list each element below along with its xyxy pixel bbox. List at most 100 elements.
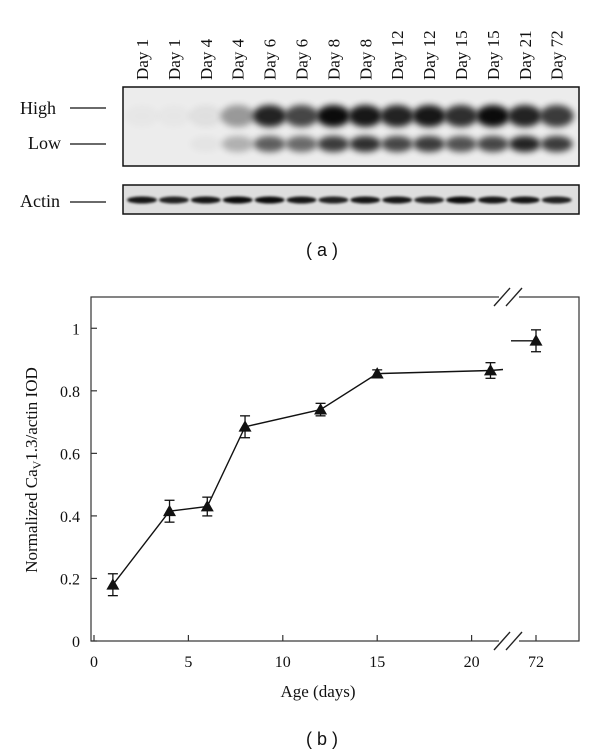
actin-band [190, 196, 221, 204]
blot-band-low [317, 136, 350, 152]
blot-band-low [476, 136, 509, 152]
series-line [112, 368, 504, 586]
data-point-triangle [238, 420, 252, 432]
blot-band-low [413, 136, 446, 152]
x-tick-label: 15 [369, 654, 385, 671]
panel-a: Day 1 Day 1 Day 4 Day 4 Day 6 Day 6 Day 8 Day 8… [20, 30, 580, 260]
y-tick-label: 0.6 [60, 446, 80, 463]
blot-band-high [125, 105, 159, 127]
x-tick-label: 20 [464, 654, 480, 671]
row-label-high: High [20, 98, 56, 118]
x-axis: 0 5 10 15 20 72 [90, 635, 544, 671]
actin-band [382, 196, 413, 204]
blot-band-high [444, 105, 478, 127]
y-tick-label: 0 [72, 634, 80, 651]
blot-band-high [348, 105, 383, 127]
axis-break-mark [505, 631, 523, 651]
blot-band-high [507, 105, 542, 127]
blot-band-high [188, 105, 223, 127]
actin-band [286, 196, 317, 204]
y-tick-label: 0.2 [60, 571, 80, 588]
data-series [106, 329, 543, 597]
lane-label: Day 8 [356, 39, 375, 80]
lane-label: Day 21 [516, 30, 535, 80]
lane-label: Day 15 [484, 30, 503, 80]
axis-break-mark [493, 631, 511, 651]
panel-b: 0 0.2 0.4 0.6 0.8 1 0 5 10 15 20 72 Age (days) Nor… [22, 287, 580, 749]
lane-label: Day 15 [452, 30, 471, 80]
x-axis-label: Age (days) [280, 682, 355, 701]
lane-label: Day 8 [324, 39, 343, 80]
lane-label: Day 12 [420, 30, 439, 80]
blot-band-low [540, 136, 573, 152]
axis-breaks [493, 287, 523, 651]
blot-image [122, 86, 580, 167]
lane-label: Day 1 [133, 39, 152, 80]
blot-bands [125, 105, 574, 152]
actin-band [254, 196, 285, 204]
actin-band [127, 196, 157, 204]
lane-label: Day 4 [229, 38, 248, 80]
lane-label: Day 4 [197, 38, 216, 80]
actin-band [222, 196, 253, 204]
blot-band-low [253, 136, 286, 152]
lane-label: Day 12 [388, 30, 407, 80]
axis-break-gap [499, 638, 519, 644]
blot-band-high [380, 105, 415, 127]
blot-band-high [284, 105, 319, 127]
blot-band-low [445, 136, 477, 152]
axis-break-mark [505, 287, 523, 307]
blot-band-high [316, 105, 351, 127]
y-axis: 0 0.2 0.4 0.6 0.8 1 [60, 321, 97, 651]
actin-band [318, 196, 349, 204]
lane-label: Day 1 [165, 39, 184, 80]
actin-band [414, 196, 445, 204]
actin-band [509, 196, 540, 204]
data-point-triangle [483, 363, 497, 376]
actin-band [158, 196, 189, 204]
data-point-triangle [200, 500, 214, 512]
caption-b: ( b ) [306, 729, 338, 749]
y-tick-label: 0.8 [60, 384, 80, 401]
data-point-triangle [163, 504, 177, 517]
y-tick-label: 0.4 [60, 509, 80, 526]
y-tick-label: 1 [72, 321, 80, 338]
lane-label: Day 72 [548, 30, 567, 80]
data-point-triangle [314, 403, 328, 415]
blot-band-high [252, 105, 287, 127]
x-tick-label: 0 [90, 654, 98, 671]
actin-bands [127, 196, 572, 204]
data-point-triangle [106, 578, 120, 590]
blot-band-low [221, 136, 254, 152]
lane-labels: Day 1 Day 1 Day 4 Day 4 Day 6 Day 6 Day 8 Day 8… [133, 30, 567, 80]
row-label-low: Low [28, 133, 61, 153]
data-point-triangle [529, 334, 543, 346]
blot-band-low [285, 136, 318, 152]
plot-frame [90, 296, 580, 642]
lane-label: Day 6 [293, 39, 312, 80]
blot-band-low [349, 136, 382, 152]
x-tick-label: 10 [275, 654, 291, 671]
blot-band-high [412, 105, 447, 127]
x-tick-label: 5 [184, 654, 192, 671]
axis-break-mark [493, 287, 511, 307]
blot-band-high [475, 105, 510, 127]
blot-band-high [539, 105, 574, 127]
actin-band [446, 196, 476, 204]
actin-band [541, 196, 572, 204]
caption-a: ( a ) [306, 240, 338, 260]
blot-band-high [157, 105, 191, 127]
blot-band-low [508, 136, 541, 152]
blot-band-low [381, 136, 414, 152]
lane-label: Day 6 [261, 39, 280, 80]
x-tick-label-break: 72 [528, 654, 544, 671]
actin-band [477, 196, 508, 204]
y-axis-label: Normalized CaV1.3/actin IOD [22, 367, 44, 573]
axis-break-gap [499, 294, 519, 300]
actin-band [350, 196, 381, 204]
blot-band-high [220, 105, 255, 127]
data-point-triangle [370, 367, 384, 379]
row-label-actin: Actin [20, 191, 60, 211]
blot-band-low [190, 136, 222, 152]
